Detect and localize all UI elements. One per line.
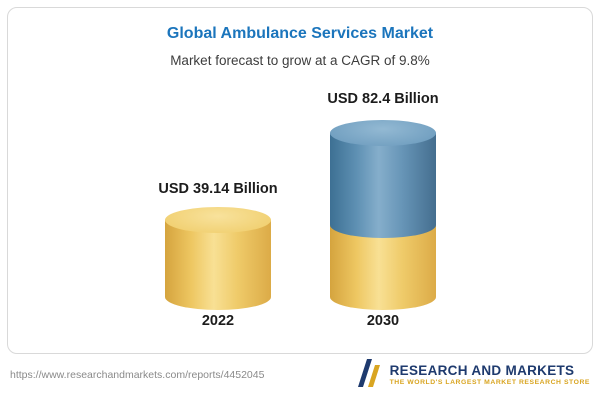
- chart-card: Global Ambulance Services Market Market …: [7, 7, 593, 354]
- bar-2022-value-label: USD 39.14 Billion: [158, 181, 278, 197]
- bar-2030-cylinder-top-segment: [330, 133, 436, 238]
- bar-2022-cylinder-body: [165, 220, 271, 310]
- logo-mark-icon: [357, 358, 383, 393]
- logo-text-block: RESEARCH AND MARKETS THE WORLD'S LARGEST…: [390, 363, 590, 387]
- bar-2030-value-label: USD 82.4 Billion: [327, 91, 439, 107]
- bar-2030-cylinder-bottom-segment: [330, 225, 436, 310]
- bar-2030-cylinder-top: [330, 120, 436, 146]
- x-axis-label-2022: 2022: [201, 313, 235, 329]
- x-axis-label-2030: 2030: [366, 313, 400, 329]
- chart-subtitle: Market forecast to grow at a CAGR of 9.8…: [170, 53, 430, 68]
- researchandmarkets-logo: RESEARCH AND MARKETS THE WORLD'S LARGEST…: [357, 358, 590, 393]
- logo-name: RESEARCH AND MARKETS: [389, 363, 575, 378]
- chart-title: Global Ambulance Services Market: [166, 25, 434, 42]
- bar-2022-cylinder-top: [165, 207, 271, 233]
- logo-tagline: THE WORLD'S LARGEST MARKET RESEARCH STOR…: [389, 379, 590, 386]
- report-url: https://www.researchandmarkets.com/repor…: [10, 369, 265, 381]
- footer: https://www.researchandmarkets.com/repor…: [0, 354, 600, 400]
